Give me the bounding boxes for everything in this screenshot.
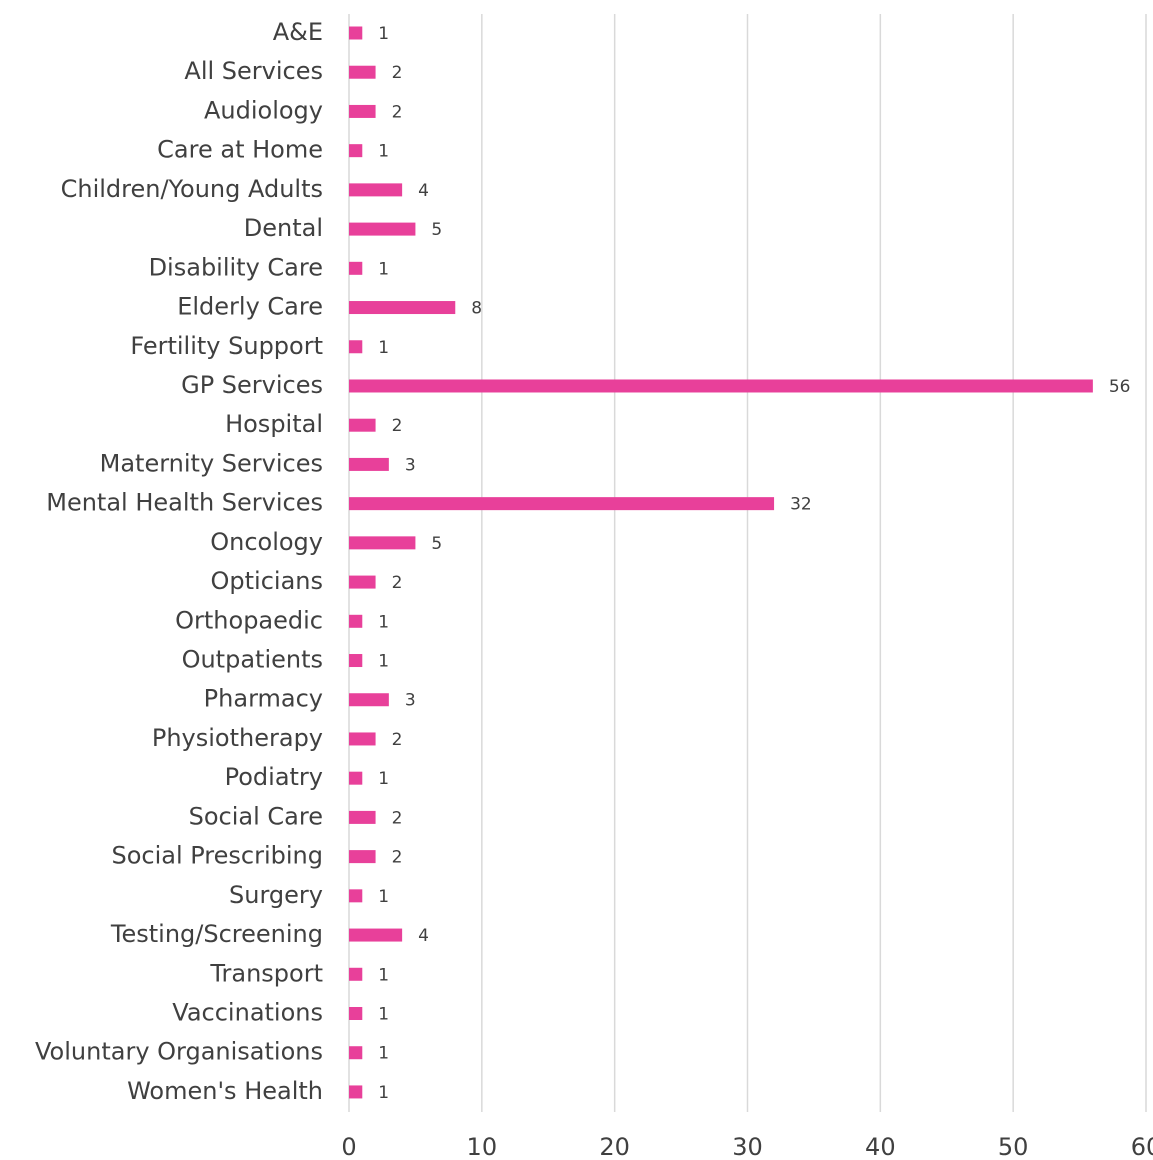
bar xyxy=(349,222,416,236)
category-label: A&E xyxy=(273,18,323,46)
category-label: Mental Health Services xyxy=(46,489,323,517)
bar xyxy=(349,418,376,432)
value-label: 4 xyxy=(418,181,429,201)
category-label: Women's Health xyxy=(127,1077,323,1105)
value-label: 1 xyxy=(378,769,389,789)
value-label: 1 xyxy=(378,612,389,632)
category-label: Dental xyxy=(244,214,323,242)
category-label: Disability Care xyxy=(149,253,323,281)
value-label: 2 xyxy=(392,416,403,436)
value-label: 1 xyxy=(378,1005,389,1025)
bar xyxy=(349,967,363,981)
category-label: Orthopaedic xyxy=(175,606,323,634)
bar xyxy=(349,1007,363,1020)
bar xyxy=(349,575,376,589)
value-label: 5 xyxy=(431,534,442,554)
category-label: Oncology xyxy=(210,528,323,556)
category-label: Fertility Support xyxy=(130,332,323,360)
value-label: 2 xyxy=(392,63,403,83)
value-label: 2 xyxy=(392,730,403,750)
bar xyxy=(349,379,1093,393)
bar xyxy=(349,65,376,79)
value-label: 2 xyxy=(392,102,403,122)
x-tick-label: 60 xyxy=(1131,1133,1153,1160)
category-label: Elderly Care xyxy=(177,293,323,321)
value-label: 1 xyxy=(378,652,389,672)
category-label: Audiology xyxy=(204,96,323,124)
category-label: Social Care xyxy=(189,802,323,830)
bar xyxy=(349,889,363,903)
value-label: 3 xyxy=(405,691,416,711)
category-label: Hospital xyxy=(225,410,323,438)
bar xyxy=(349,1085,363,1099)
value-label: 8 xyxy=(471,299,482,319)
value-label: 1 xyxy=(378,1044,389,1064)
bar xyxy=(349,104,376,118)
category-label: Outpatients xyxy=(182,646,323,674)
bar xyxy=(349,614,363,628)
value-label: 1 xyxy=(378,1083,389,1103)
bar xyxy=(349,183,403,197)
x-tick-label: 0 xyxy=(341,1133,356,1160)
category-label: Pharmacy xyxy=(204,685,323,713)
x-tick-label: 50 xyxy=(998,1133,1029,1160)
category-label: Social Prescribing xyxy=(111,842,323,870)
category-label: Transport xyxy=(209,959,323,987)
bar xyxy=(349,771,363,785)
value-label: 2 xyxy=(392,848,403,868)
value-label: 56 xyxy=(1109,377,1131,397)
x-tick-label: 30 xyxy=(732,1133,763,1160)
bar xyxy=(349,693,389,707)
category-label: Opticians xyxy=(211,567,324,595)
category-label: Surgery xyxy=(229,881,323,909)
bar xyxy=(349,457,389,471)
category-label: Testing/Screening xyxy=(110,920,323,948)
bar xyxy=(349,26,363,40)
bar xyxy=(349,144,363,158)
bar xyxy=(349,928,403,942)
value-label: 4 xyxy=(418,926,429,946)
bar xyxy=(349,1046,363,1060)
category-label: Maternity Services xyxy=(100,449,323,477)
x-tick-label: 20 xyxy=(599,1133,630,1160)
category-label: Physiotherapy xyxy=(152,724,323,752)
bar xyxy=(349,732,376,746)
bar xyxy=(349,497,775,511)
category-label: All Services xyxy=(184,57,323,85)
category-label: Vaccinations xyxy=(172,999,323,1027)
value-label: 2 xyxy=(392,573,403,593)
value-label: 5 xyxy=(431,220,442,240)
x-tick-label: 40 xyxy=(865,1133,896,1160)
bar xyxy=(349,654,363,668)
value-label: 2 xyxy=(392,808,403,828)
value-label: 1 xyxy=(378,965,389,985)
value-label: 3 xyxy=(405,455,416,475)
bar xyxy=(349,261,363,275)
category-label: Voluntary Organisations xyxy=(35,1038,323,1066)
category-label: Care at Home xyxy=(157,136,323,164)
bar xyxy=(349,810,376,824)
bar xyxy=(349,340,363,354)
value-label: 1 xyxy=(378,259,389,279)
bar xyxy=(349,536,416,550)
category-label: Podiatry xyxy=(225,763,323,791)
bar xyxy=(349,850,376,864)
value-label: 32 xyxy=(790,495,812,515)
value-label: 1 xyxy=(378,338,389,358)
category-label: GP Services xyxy=(181,371,323,399)
value-label: 1 xyxy=(378,24,389,44)
value-label: 1 xyxy=(378,887,389,907)
bar xyxy=(349,301,456,315)
x-tick-label: 10 xyxy=(467,1133,498,1160)
value-label: 1 xyxy=(378,142,389,162)
category-label: Children/Young Adults xyxy=(61,175,323,203)
